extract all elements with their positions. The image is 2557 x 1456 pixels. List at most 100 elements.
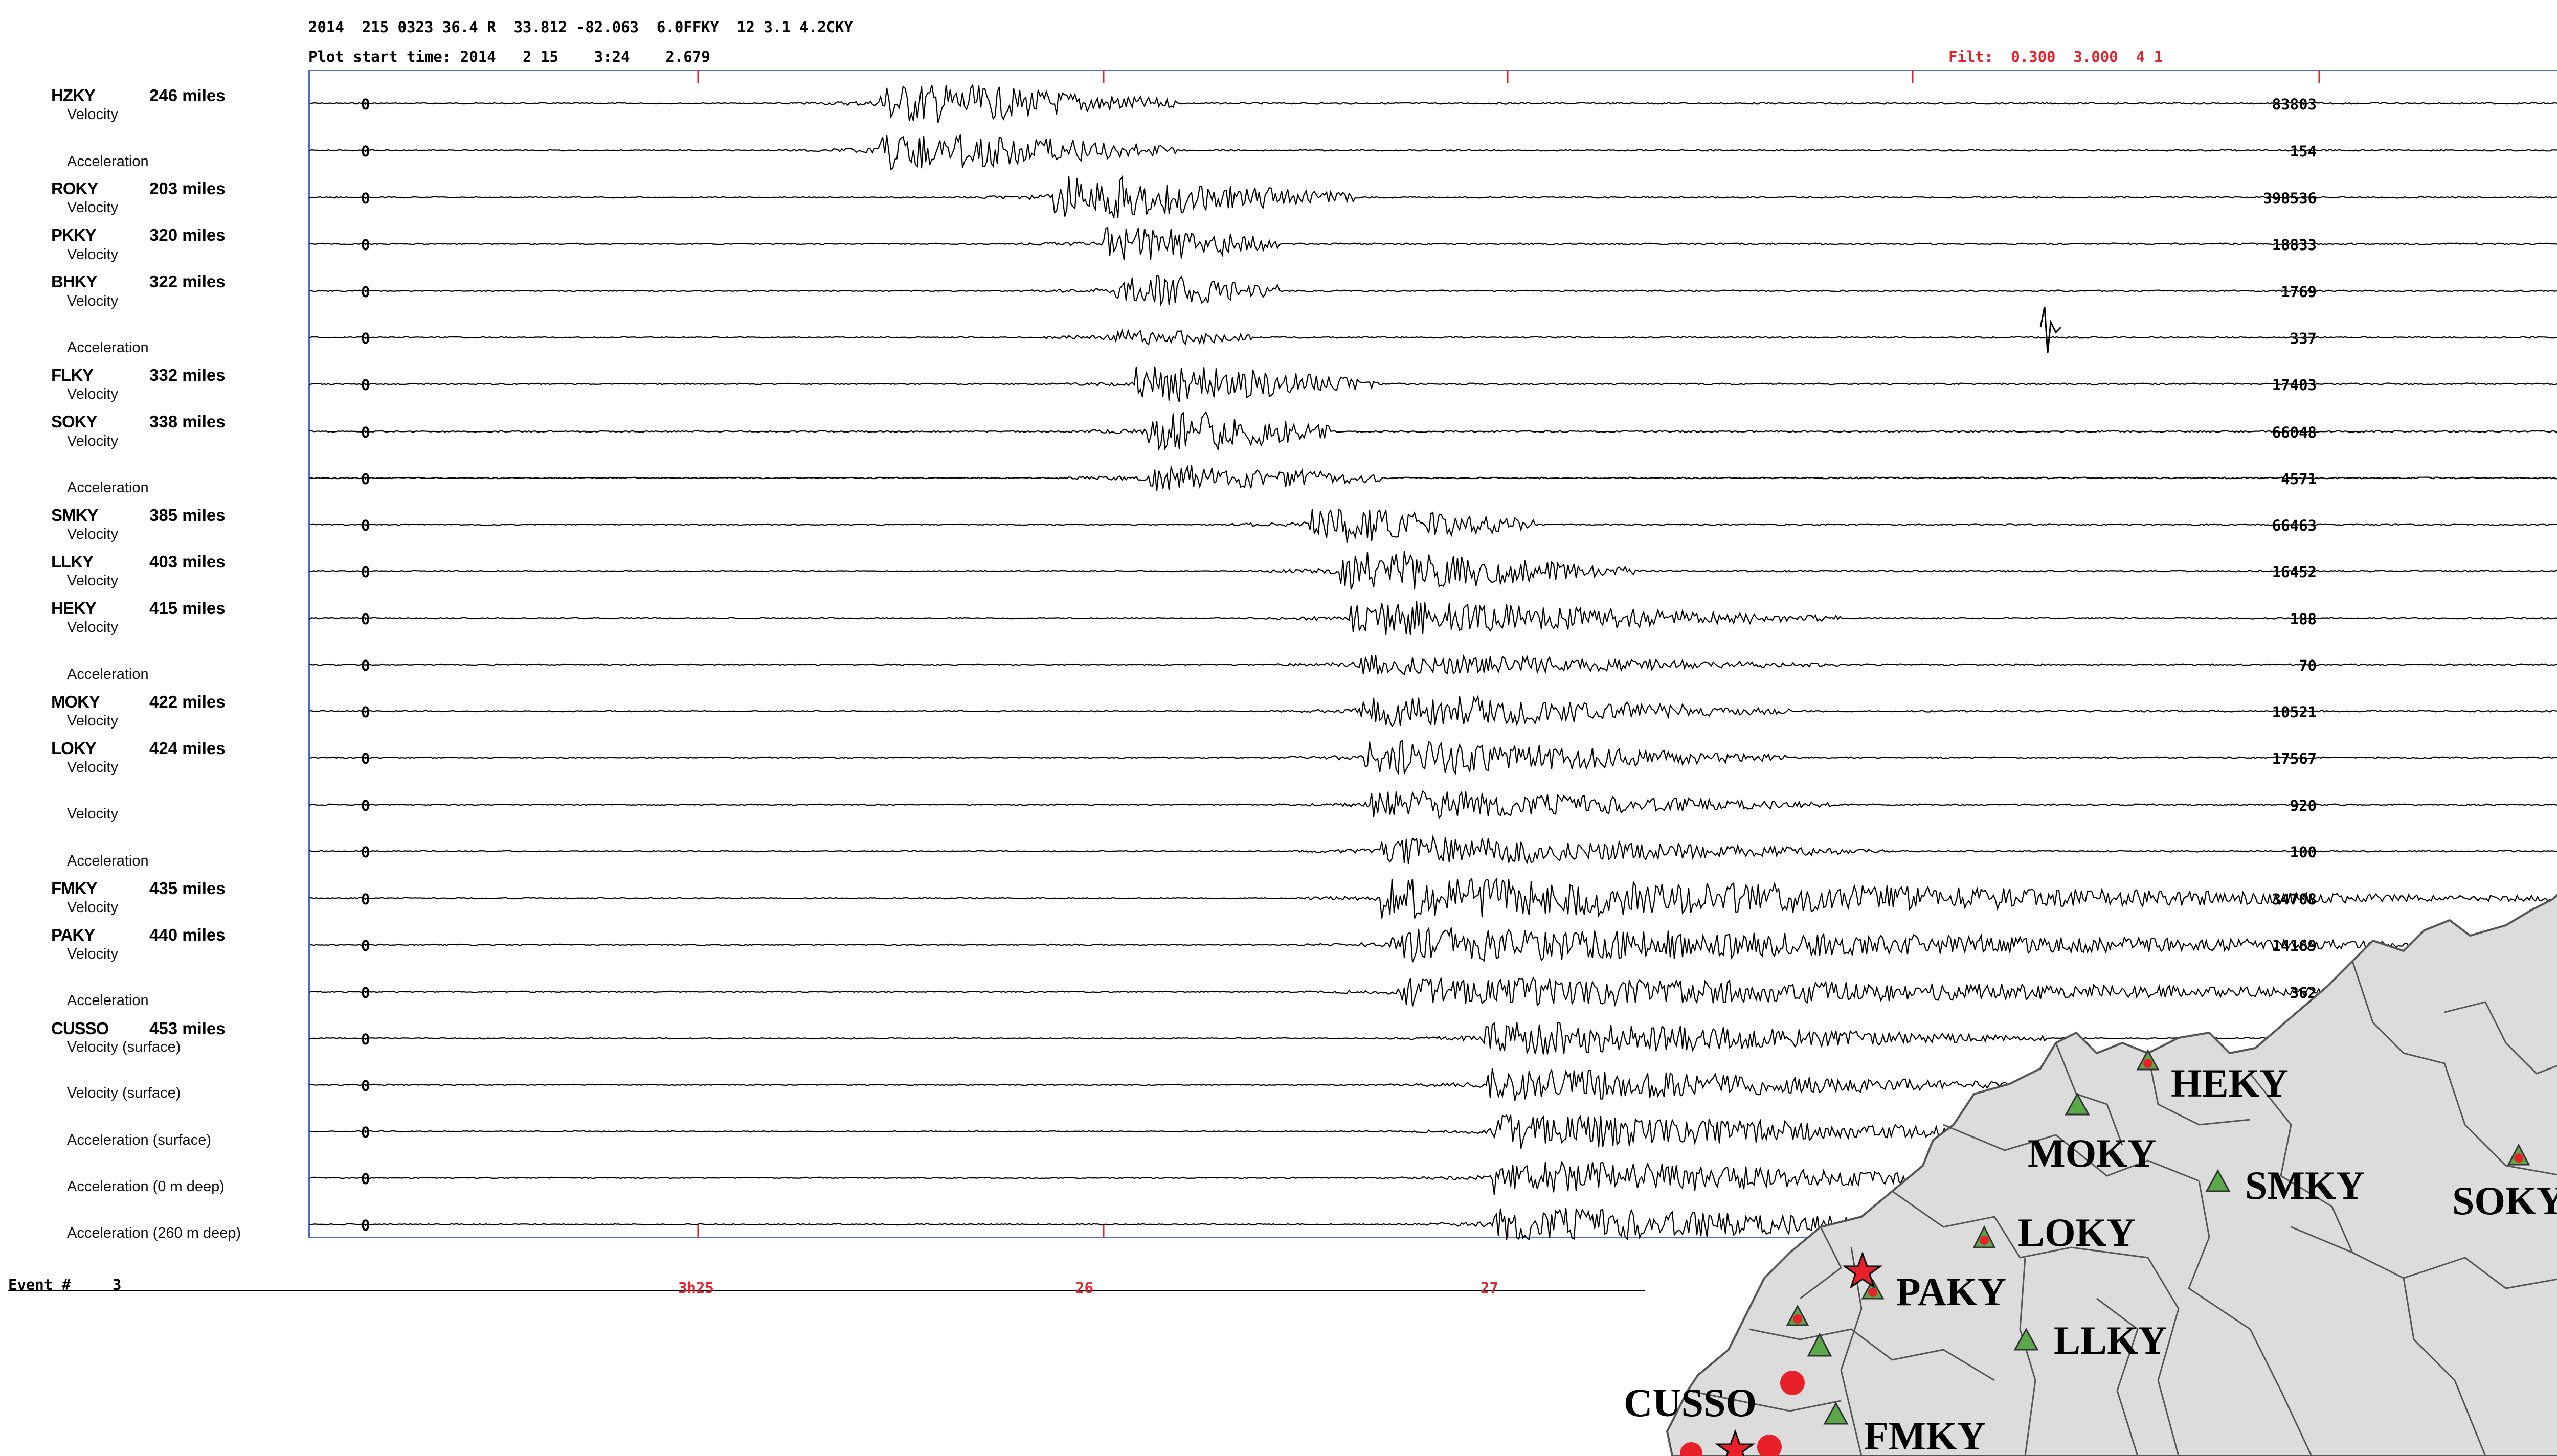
waveform-trace bbox=[309, 976, 2557, 1007]
waveform-trace bbox=[309, 275, 2557, 307]
station-distance: 403 miles bbox=[149, 552, 226, 571]
waveform-trace bbox=[309, 227, 2557, 260]
channel-label: Acceleration (0 m deep) bbox=[67, 1178, 225, 1195]
station-distance: 453 miles bbox=[149, 1019, 226, 1038]
map-label: LLKY bbox=[2054, 1318, 2167, 1362]
waveform-trace bbox=[309, 551, 2557, 590]
trace-zero-label: 0 bbox=[361, 657, 370, 674]
trace-amplitude: 14169 bbox=[2272, 937, 2317, 954]
station-code: ROKY bbox=[51, 179, 98, 198]
trace-amplitude: 34708 bbox=[2272, 891, 2317, 908]
trace-zero-label: 0 bbox=[361, 190, 370, 207]
plot-start-time: Plot start time: 2014 2 15 3:24 2.679 bbox=[308, 48, 710, 65]
event-baseline bbox=[8, 1290, 1645, 1291]
station-distance: 320 miles bbox=[149, 225, 226, 244]
trace-amplitude: 70 bbox=[2299, 657, 2317, 674]
channel-label: Acceleration bbox=[67, 853, 149, 869]
map-state-outline bbox=[1666, 894, 2557, 1456]
station-code: HEKY bbox=[51, 599, 97, 618]
channel-label: Velocity bbox=[67, 246, 118, 263]
waveform-trace bbox=[309, 877, 2557, 919]
channel-label: Velocity bbox=[67, 806, 118, 822]
station-code: PAKY bbox=[51, 925, 95, 944]
trace-zero-label: 0 bbox=[361, 1124, 370, 1141]
trace-zero-label: 0 bbox=[361, 1077, 370, 1095]
star-icon bbox=[1842, 1251, 1883, 1289]
trace-amplitude: 100 bbox=[2290, 844, 2317, 861]
station-distance: 246 miles bbox=[149, 86, 226, 105]
trace-zero-label: 0 bbox=[361, 376, 370, 394]
channel-label: Velocity (surface) bbox=[67, 1085, 181, 1101]
channel-label: Acceleration bbox=[67, 153, 149, 170]
waveform-trace bbox=[309, 83, 2557, 123]
trace-amplitude: 17403 bbox=[2272, 376, 2317, 394]
station-code: MOKY bbox=[51, 692, 100, 711]
channel-label: Velocity bbox=[67, 713, 118, 729]
trace-amplitude: 154 bbox=[2290, 143, 2317, 160]
station-dot bbox=[2143, 1059, 2152, 1068]
station-markers bbox=[1680, 1049, 2530, 1456]
station-triangle bbox=[2013, 1327, 2039, 1351]
county-lines bbox=[1687, 961, 2557, 1456]
trace-zero-label: 0 bbox=[361, 424, 370, 441]
station-dot bbox=[1780, 1371, 1805, 1395]
channel-label: Velocity bbox=[67, 106, 118, 123]
station-dot bbox=[2514, 1153, 2523, 1163]
waveform-trace bbox=[309, 411, 2557, 451]
trace-zero-label: 0 bbox=[361, 330, 370, 347]
station-code: SMKY bbox=[51, 506, 98, 525]
station-dot bbox=[1980, 1236, 1989, 1245]
station-distance: 424 miles bbox=[149, 739, 226, 758]
waveform-trace bbox=[309, 175, 2557, 218]
trace-zero-label: 0 bbox=[361, 96, 370, 113]
event-header: 2014 215 0323 36.4 R 33.812 -82.063 6.0F… bbox=[308, 18, 854, 36]
map-label: CUSSO bbox=[1624, 1380, 1757, 1425]
station-triangle bbox=[1823, 1401, 1849, 1425]
channel-label: Velocity bbox=[67, 573, 118, 589]
map-label: MOKY bbox=[2028, 1131, 2156, 1175]
trace-zero-label: 0 bbox=[361, 1170, 370, 1188]
station-distance: 338 miles bbox=[149, 412, 226, 431]
event-label: Event # bbox=[8, 1276, 71, 1293]
channel-label: Acceleration bbox=[67, 992, 149, 1009]
station-code: HZKY bbox=[51, 86, 96, 105]
waveform-trace bbox=[309, 739, 2557, 776]
time-tick-label: 27 bbox=[1481, 1279, 1498, 1296]
trace-amplitude: 1769 bbox=[2281, 283, 2317, 301]
channel-label: Velocity bbox=[67, 293, 118, 309]
station-code: FLKY bbox=[51, 366, 94, 384]
station-dot bbox=[1757, 1435, 1782, 1456]
station-code: CUSSO bbox=[51, 1019, 109, 1038]
trace-zero-label: 0 bbox=[361, 470, 370, 488]
trace-amplitude: 188 bbox=[2290, 610, 2317, 628]
map-region bbox=[1666, 894, 2557, 1456]
seismogram-plot-frame bbox=[308, 70, 2557, 1238]
station-triangle bbox=[2065, 1092, 2090, 1116]
trace-amplitude: 920 bbox=[2290, 797, 2317, 814]
map-label: SMKY bbox=[2245, 1163, 2365, 1208]
filter-info: Filt: 0.300 3.000 4 1 bbox=[1948, 48, 2163, 65]
channel-label: Acceleration bbox=[67, 480, 149, 496]
trace-zero-label: 0 bbox=[361, 844, 370, 861]
station-dot bbox=[1680, 1442, 1702, 1456]
map-label: LOKY bbox=[2018, 1210, 2136, 1255]
waveform-trace bbox=[309, 601, 2557, 635]
trace-amplitude: 337 bbox=[2290, 330, 2317, 347]
waveform-trace bbox=[309, 694, 2557, 728]
station-distance: 332 miles bbox=[149, 366, 226, 384]
waveform-trace bbox=[309, 134, 2557, 171]
waveform-trace bbox=[309, 509, 2557, 543]
trace-zero-label: 0 bbox=[361, 984, 370, 1002]
station-triangle bbox=[1807, 1332, 1832, 1357]
station-code: PKKY bbox=[51, 225, 97, 244]
trace-zero-label: 0 bbox=[361, 750, 370, 767]
waveform-trace bbox=[309, 654, 2557, 675]
trace-amplitude: 66048 bbox=[2272, 424, 2317, 441]
event-number: 3 bbox=[113, 1276, 122, 1293]
time-tick-label: 26 bbox=[1075, 1279, 1093, 1296]
map-label: FMKY bbox=[1864, 1414, 1986, 1456]
trace-zero-label: 0 bbox=[361, 236, 370, 254]
trace-zero-label: 0 bbox=[361, 937, 370, 954]
trace-zero-label: 0 bbox=[361, 563, 370, 581]
waveform-trace bbox=[309, 835, 2557, 864]
